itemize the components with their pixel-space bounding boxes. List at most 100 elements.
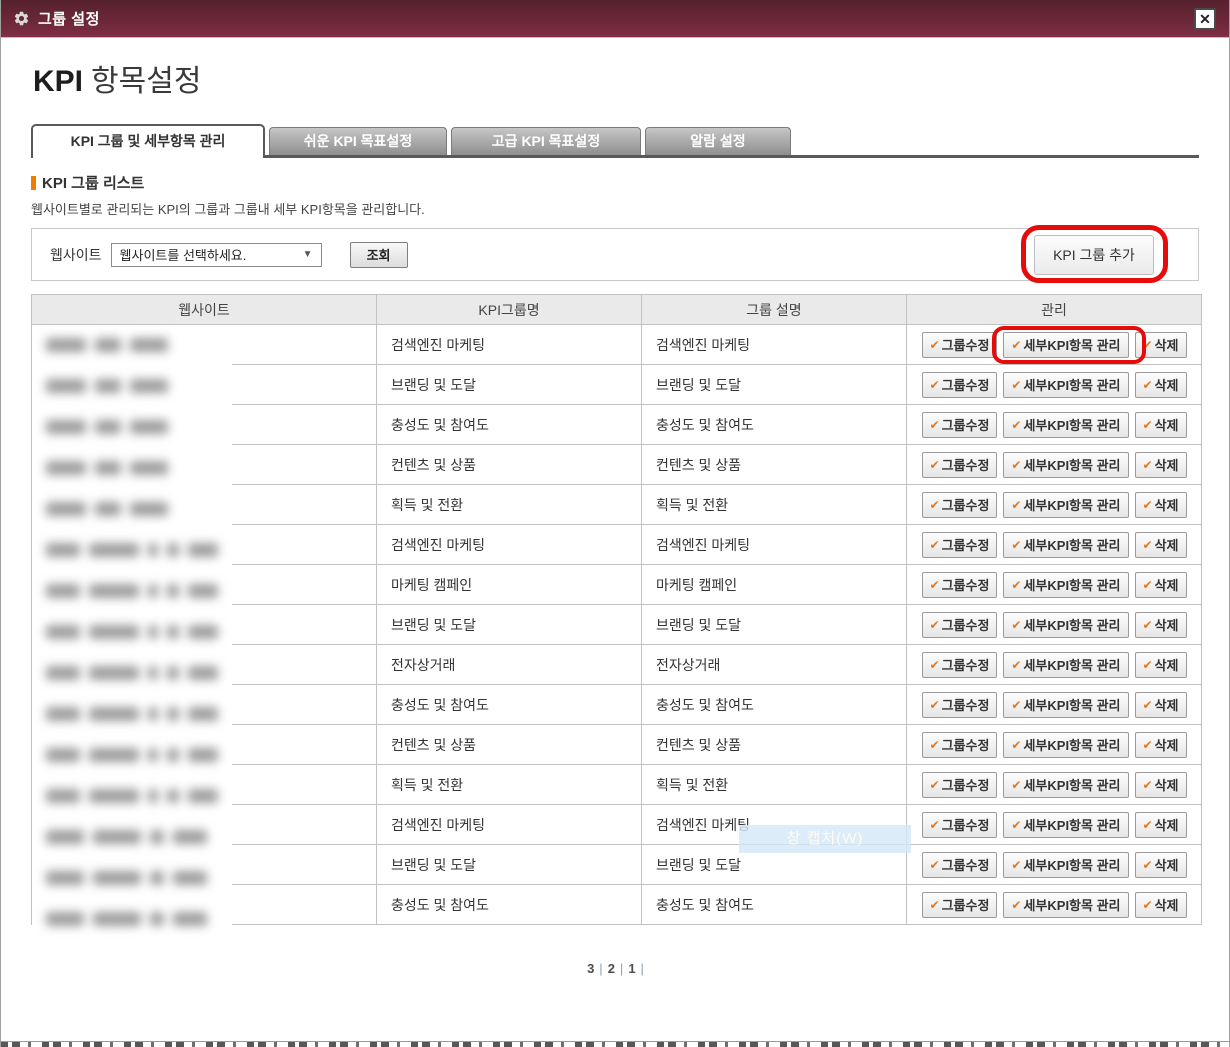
tab-advanced-kpi-target[interactable]: 고급 KPI 목표설정 xyxy=(451,127,641,155)
delete-group-button[interactable]: ✔ 삭제 xyxy=(1134,691,1187,718)
actions-cell: ✔ 그룹수정 ✔ 세부KPI항목 관리 ✔ 삭제 xyxy=(906,564,1202,605)
manage-detail-kpi-button[interactable]: ✔ 세부KPI항목 관리 xyxy=(1003,811,1129,838)
edit-group-button[interactable]: ✔ 그룹수정 xyxy=(921,771,998,798)
edit-group-button[interactable]: ✔ 그룹수정 xyxy=(921,651,998,678)
delete-group-button[interactable]: ✔ 삭제 xyxy=(1134,851,1187,878)
check-icon: ✔ xyxy=(1011,657,1022,672)
page-title-rest: 항목설정 xyxy=(91,65,202,98)
edit-group-button[interactable]: ✔ 그룹수정 xyxy=(921,371,998,398)
page-link[interactable]: 3 xyxy=(587,961,595,976)
dialog-titlebar: 그룹 설정 ✕ xyxy=(1,0,1229,38)
edit-group-button[interactable]: ✔ 그룹수정 xyxy=(921,691,998,718)
tab-kpi-group-management[interactable]: KPI 그룹 및 세부항목 관리 xyxy=(31,124,265,158)
edit-group-button[interactable]: ✔ 그룹수정 xyxy=(921,611,998,638)
check-icon: ✔ xyxy=(1142,497,1153,512)
screen-capture-watermark: 창 캡처(W) xyxy=(739,825,911,853)
edit-group-button[interactable]: ✔ 그룹수정 xyxy=(921,731,998,758)
delete-group-button[interactable]: ✔ 삭제 xyxy=(1134,531,1187,558)
check-icon: ✔ xyxy=(929,377,940,392)
button-label: 그룹수정 xyxy=(941,818,990,833)
kpi-group-name-cell: 검색엔진 마케팅 xyxy=(376,324,642,365)
button-label: 세부KPI항목 관리 xyxy=(1023,458,1121,473)
edit-group-button[interactable]: ✔ 그룹수정 xyxy=(921,411,998,438)
blurred-website-text xyxy=(46,912,207,926)
blur-segment xyxy=(130,379,168,393)
edit-group-button[interactable]: ✔ 그룹수정 xyxy=(921,571,998,598)
manage-detail-kpi-button[interactable]: ✔ 세부KPI항목 관리 xyxy=(1003,691,1129,718)
edit-group-button[interactable]: ✔ 그룹수정 xyxy=(921,451,998,478)
blur-segment xyxy=(46,666,80,680)
manage-detail-kpi-button[interactable]: ✔ 세부KPI항목 관리 xyxy=(1003,451,1129,478)
delete-group-button[interactable]: ✔ 삭제 xyxy=(1134,411,1187,438)
blur-segment xyxy=(46,830,84,844)
page-link[interactable]: 1 xyxy=(628,961,636,976)
manage-detail-kpi-button[interactable]: ✔ 세부KPI항목 관리 xyxy=(1003,611,1129,638)
section-description: 웹사이트별로 관리되는 KPI의 그룹과 그룹내 세부 KPI항목을 관리합니다… xyxy=(31,202,425,217)
button-label: 삭제 xyxy=(1154,338,1179,353)
check-icon: ✔ xyxy=(929,497,940,512)
delete-group-button[interactable]: ✔ 삭제 xyxy=(1134,891,1187,918)
actions-cell: ✔ 그룹수정 ✔ 세부KPI항목 관리 ✔ 삭제 xyxy=(906,804,1202,845)
delete-group-button[interactable]: ✔ 삭제 xyxy=(1134,571,1187,598)
add-kpi-group-button[interactable]: KPI 그룹 추가 xyxy=(1034,235,1154,275)
button-label: 삭제 xyxy=(1154,578,1179,593)
dialog-content: KPI 항목설정 KPI 그룹 및 세부항목 관리 쉬운 KPI 목표설정 고급 … xyxy=(1,60,1229,976)
button-label: 그룹수정 xyxy=(941,618,990,633)
check-icon: ✔ xyxy=(1142,777,1153,792)
blur-segment xyxy=(167,748,179,762)
group-description-cell: 충성도 및 참여도 xyxy=(641,684,907,725)
tab-alarm-settings[interactable]: 알람 설정 xyxy=(645,127,791,155)
blur-segment xyxy=(95,379,121,393)
background-window-edge xyxy=(1,1041,1229,1047)
check-icon: ✔ xyxy=(1142,897,1153,912)
edit-group-button[interactable]: ✔ 그룹수정 xyxy=(921,891,998,918)
delete-group-button[interactable]: ✔ 삭제 xyxy=(1134,771,1187,798)
check-icon: ✔ xyxy=(1142,617,1153,632)
edit-group-button[interactable]: ✔ 그룹수정 xyxy=(921,811,998,838)
manage-detail-kpi-button[interactable]: ✔ 세부KPI항목 관리 xyxy=(1003,851,1129,878)
check-icon: ✔ xyxy=(1011,497,1022,512)
kpi-group-name-cell: 컨텐츠 및 상품 xyxy=(376,444,642,485)
blur-segment xyxy=(188,666,218,680)
blur-segment xyxy=(188,789,218,803)
button-label: 세부KPI항목 관리 xyxy=(1023,418,1121,433)
manage-detail-kpi-button[interactable]: ✔ 세부KPI항목 관리 xyxy=(1003,651,1129,678)
check-icon: ✔ xyxy=(929,817,940,832)
manage-detail-kpi-button[interactable]: ✔ 세부KPI항목 관리 xyxy=(1003,531,1129,558)
button-label: 세부KPI항목 관리 xyxy=(1023,578,1121,593)
blurred-website-mask xyxy=(32,325,232,939)
close-button[interactable]: ✕ xyxy=(1194,8,1216,30)
delete-group-button[interactable]: ✔ 삭제 xyxy=(1134,651,1187,678)
blurred-website-text xyxy=(46,502,168,516)
delete-group-button[interactable]: ✔ 삭제 xyxy=(1134,491,1187,518)
button-label: 삭제 xyxy=(1154,618,1179,633)
delete-group-button[interactable]: ✔ 삭제 xyxy=(1134,731,1187,758)
check-icon: ✔ xyxy=(1142,337,1153,352)
edit-group-button[interactable]: ✔ 그룹수정 xyxy=(921,491,998,518)
manage-detail-kpi-button[interactable]: ✔ 세부KPI항목 관리 xyxy=(1003,771,1129,798)
search-button[interactable]: 조회 xyxy=(349,241,408,268)
page-link[interactable]: 2 xyxy=(607,961,615,976)
website-select[interactable]: 웹사이트를 선택하세요. ▼ xyxy=(110,242,322,267)
website-label: 웹사이트 xyxy=(50,246,102,263)
edit-group-button[interactable]: ✔ 그룹수정 xyxy=(921,331,998,358)
manage-detail-kpi-button[interactable]: ✔ 세부KPI항목 관리 xyxy=(1003,491,1129,518)
manage-detail-kpi-button[interactable]: ✔ 세부KPI항목 관리 xyxy=(1003,891,1129,918)
manage-detail-kpi-button[interactable]: ✔ 세부KPI항목 관리 xyxy=(1003,411,1129,438)
delete-group-button[interactable]: ✔ 삭제 xyxy=(1134,451,1187,478)
manage-detail-kpi-button[interactable]: ✔ 세부KPI항목 관리 xyxy=(1003,571,1129,598)
edit-group-button[interactable]: ✔ 그룹수정 xyxy=(921,531,998,558)
manage-detail-kpi-button[interactable]: ✔ 세부KPI항목 관리 xyxy=(1003,371,1129,398)
edit-group-button[interactable]: ✔ 그룹수정 xyxy=(921,851,998,878)
actions-cell: ✔ 그룹수정 ✔ 세부KPI항목 관리 ✔ 삭제 xyxy=(906,444,1202,485)
delete-group-button[interactable]: ✔ 삭제 xyxy=(1134,811,1187,838)
delete-group-button[interactable]: ✔ 삭제 xyxy=(1134,611,1187,638)
manage-detail-kpi-button[interactable]: ✔ 세부KPI항목 관리 xyxy=(1003,731,1129,758)
blurred-website-text xyxy=(46,584,218,598)
tab-easy-kpi-target[interactable]: 쉬운 KPI 목표설정 xyxy=(269,127,447,155)
delete-group-button[interactable]: ✔ 삭제 xyxy=(1134,331,1187,358)
check-icon: ✔ xyxy=(1142,377,1153,392)
button-label: 그룹수정 xyxy=(941,538,990,553)
delete-group-button[interactable]: ✔ 삭제 xyxy=(1134,371,1187,398)
manage-detail-kpi-button[interactable]: ✔ 세부KPI항목 관리 xyxy=(1003,331,1129,358)
